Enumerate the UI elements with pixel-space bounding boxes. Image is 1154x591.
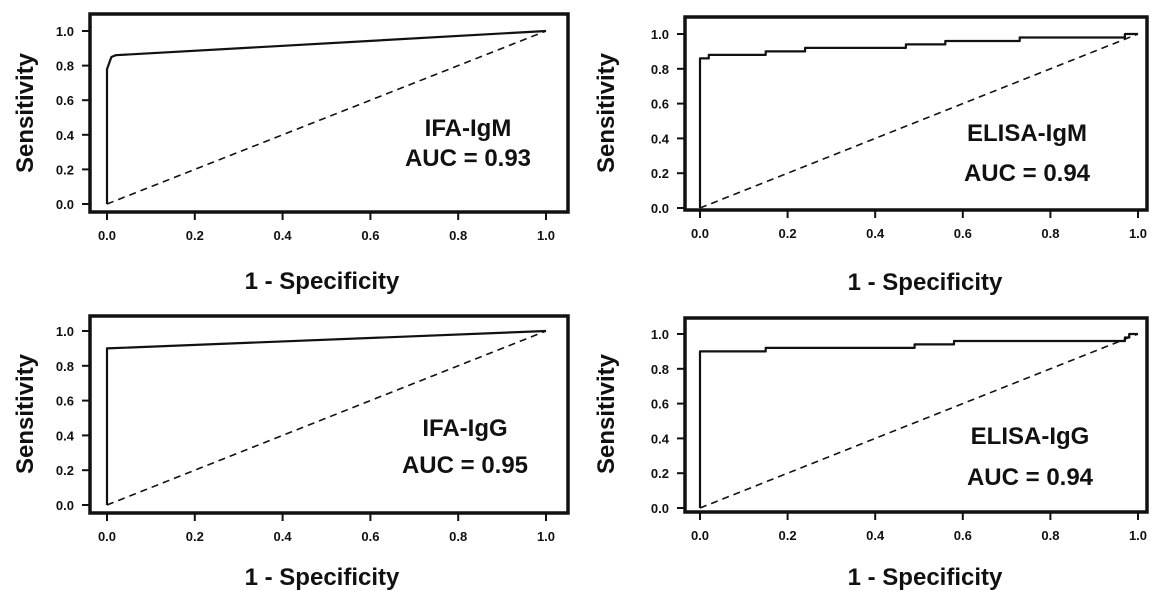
x-tick-label: 0.6 [361, 529, 379, 544]
x-axis-title: 1 - Specificity [245, 268, 400, 295]
roc-curve-line [698, 32, 1138, 208]
roc-panel-3: 0.0 0.2 0.4 0.6 0.8 1.0 0.0 0.2 0.4 0.6 0.8 1.0 1 - … [12, 314, 570, 591]
y-tick-label: 0.4 [56, 428, 75, 443]
y-tick-label: 0.2 [56, 162, 74, 177]
x-tick-label: 1.0 [1129, 226, 1147, 241]
y-tick-label: 0.0 [651, 201, 669, 216]
test-name-label: IFA-IgG [422, 415, 507, 442]
y-tick-label: 0.8 [56, 59, 74, 74]
y-tick-label: 1.0 [56, 24, 74, 39]
x-tick-label: 1.0 [537, 529, 555, 544]
y-tick-label: 0.4 [56, 128, 75, 143]
x-tick-label: 0.4 [274, 529, 293, 544]
x-tick-label: 0.4 [866, 226, 885, 241]
y-tick-label: 0.6 [651, 97, 669, 112]
y-axis-title: Sensitivity [12, 52, 39, 173]
reference-diagonal-line [699, 33, 1139, 209]
test-name-label: IFA-IgM [425, 115, 512, 142]
x-tick-label: 0.4 [274, 228, 293, 243]
test-name-label: ELISA-IgG [971, 423, 1090, 450]
y-tick-label: 0.6 [651, 397, 669, 412]
auc-label: AUC = 0.94 [967, 464, 1094, 491]
auc-label: AUC = 0.93 [405, 145, 531, 172]
y-tick-label: 0.8 [651, 62, 669, 77]
x-tick-label: 1.0 [1129, 528, 1147, 543]
roc-curve-line [105, 29, 547, 204]
y-tick-label: 0.6 [56, 394, 74, 409]
x-tick-label: 0.0 [691, 226, 709, 241]
plot-frame [88, 12, 570, 214]
x-tick-label: 0.6 [954, 528, 972, 543]
y-axis-title: Sensitivity [12, 353, 39, 474]
x-tick-label: 0.2 [779, 226, 797, 241]
x-tick-label: 1.0 [537, 228, 555, 243]
y-tick-label: 0.8 [56, 359, 74, 374]
y-tick-label: 0.8 [651, 362, 669, 377]
y-axis-title: Sensitivity [593, 353, 620, 474]
x-tick-label: 0.8 [449, 529, 467, 544]
x-axis-title: 1 - Specificity [245, 564, 400, 591]
y-tick-label: 0.0 [651, 501, 669, 516]
y-tick-label: 0.2 [56, 463, 74, 478]
x-tick-label: 0.0 [98, 529, 116, 544]
y-tick-label: 0.6 [56, 93, 74, 108]
x-tick-label: 0.6 [361, 228, 379, 243]
plot-frame [683, 15, 1149, 212]
x-tick-label: 0.8 [1041, 226, 1059, 241]
x-axis-title: 1 - Specificity [848, 564, 1003, 591]
plot-frame [683, 316, 1149, 514]
y-tick-label: 0.0 [56, 498, 74, 513]
plot-frame [88, 314, 570, 515]
reference-diagonal-line [699, 333, 1139, 509]
x-tick-label: 0.8 [449, 228, 467, 243]
y-axis-title: Sensitivity [593, 52, 620, 173]
y-tick-label: 0.0 [56, 197, 74, 212]
y-tick-label: 0.4 [651, 431, 670, 446]
auc-label: AUC = 0.95 [402, 452, 528, 479]
auc-label: AUC = 0.94 [964, 160, 1091, 187]
y-tick-label: 0.2 [651, 166, 669, 181]
y-tick-label: 0.4 [651, 131, 670, 146]
x-tick-label: 0.2 [186, 228, 204, 243]
roc-panel-4: 0.0 0.2 0.4 0.6 0.8 1.0 0.0 0.2 0.4 0.6 0.8 1.0 1 - … [593, 316, 1149, 591]
x-tick-label: 0.2 [186, 529, 204, 544]
roc-curve-line [105, 329, 547, 505]
x-tick-label: 0.0 [98, 228, 116, 243]
x-tick-label: 0.0 [691, 528, 709, 543]
test-name-label: ELISA-IgM [967, 120, 1087, 147]
roc-panel-2: 0.0 0.2 0.4 0.6 0.8 1.0 0.0 0.2 0.4 0.6 0.8 1.0 1 - … [593, 15, 1149, 296]
y-tick-label: 0.2 [651, 466, 669, 481]
roc-panel-1: 0.0 0.2 0.4 0.6 0.8 1.0 0.0 0.2 0.4 0.6 0.8 1.0 1 - … [12, 12, 570, 295]
x-tick-label: 0.4 [866, 528, 885, 543]
y-tick-label: 1.0 [651, 327, 669, 342]
x-axis-title: 1 - Specificity [848, 269, 1003, 296]
reference-diagonal-line [106, 30, 547, 205]
reference-diagonal-line [106, 330, 547, 506]
x-tick-label: 0.2 [779, 528, 797, 543]
x-tick-label: 0.8 [1041, 528, 1059, 543]
y-tick-label: 1.0 [56, 324, 74, 339]
y-tick-label: 1.0 [651, 27, 669, 42]
x-tick-label: 0.6 [954, 226, 972, 241]
